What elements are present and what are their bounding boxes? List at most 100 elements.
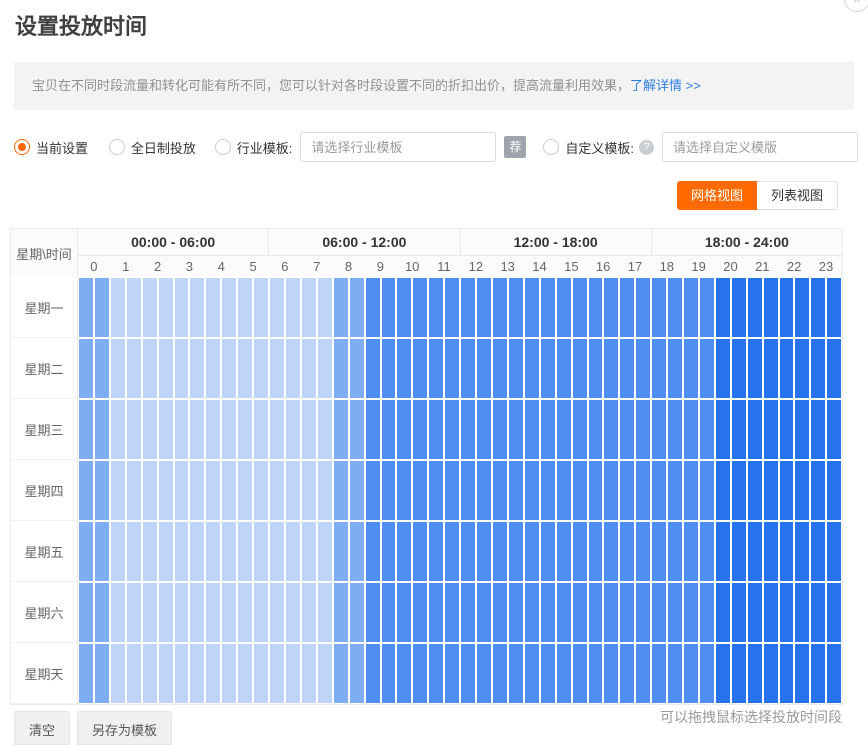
time-cell[interactable] xyxy=(301,461,316,520)
time-cell[interactable] xyxy=(461,278,476,337)
time-cell[interactable] xyxy=(381,339,396,398)
time-cell[interactable] xyxy=(699,461,714,520)
time-cell[interactable] xyxy=(317,583,332,642)
time-cell[interactable] xyxy=(94,583,109,642)
option-custom-template[interactable]: 自定义模板: xyxy=(543,138,634,157)
time-cell[interactable] xyxy=(620,461,635,520)
time-cell[interactable] xyxy=(684,644,698,703)
time-cell[interactable] xyxy=(333,400,348,459)
time-cell[interactable] xyxy=(572,522,587,581)
clear-button[interactable]: 清空 xyxy=(14,711,71,745)
time-cell[interactable] xyxy=(636,522,651,581)
time-cell[interactable] xyxy=(174,339,189,398)
time-cell[interactable] xyxy=(795,339,810,398)
time-cell[interactable] xyxy=(110,522,125,581)
time-cell[interactable] xyxy=(524,278,539,337)
time-cell[interactable] xyxy=(620,400,635,459)
time-cell[interactable] xyxy=(285,461,300,520)
time-cell[interactable] xyxy=(668,461,683,520)
help-icon[interactable]: ? xyxy=(639,139,654,155)
time-cell[interactable] xyxy=(540,400,555,459)
time-cell[interactable] xyxy=(715,278,730,337)
time-cell[interactable] xyxy=(604,644,619,703)
time-cell[interactable] xyxy=(238,583,253,642)
time-cell[interactable] xyxy=(333,522,348,581)
time-cell[interactable] xyxy=(79,644,93,703)
time-cell[interactable] xyxy=(206,400,221,459)
time-cell[interactable] xyxy=(540,339,555,398)
radio-custom-template[interactable] xyxy=(543,139,560,155)
time-cell[interactable] xyxy=(668,278,683,337)
time-cell[interactable] xyxy=(540,644,555,703)
time-cell[interactable] xyxy=(747,339,762,398)
time-cell[interactable] xyxy=(524,522,539,581)
time-cell[interactable] xyxy=(652,644,667,703)
time-cell[interactable] xyxy=(508,339,523,398)
time-cell[interactable] xyxy=(652,400,667,459)
time-cell[interactable] xyxy=(715,644,730,703)
time-cell[interactable] xyxy=(572,400,587,459)
time-cell[interactable] xyxy=(508,278,523,337)
time-cell[interactable] xyxy=(381,644,396,703)
time-cell[interactable] xyxy=(94,522,109,581)
time-cell[interactable] xyxy=(652,339,667,398)
time-cell[interactable] xyxy=(684,522,698,581)
time-cell[interactable] xyxy=(731,278,746,337)
time-cell[interactable] xyxy=(349,461,364,520)
time-cell[interactable] xyxy=(604,522,619,581)
time-cell[interactable] xyxy=(190,278,205,337)
time-cell[interactable] xyxy=(588,278,603,337)
time-cell[interactable] xyxy=(477,461,491,520)
time-cell[interactable] xyxy=(79,278,93,337)
time-cell[interactable] xyxy=(349,522,364,581)
time-cell[interactable] xyxy=(747,278,762,337)
time-cell[interactable] xyxy=(142,278,157,337)
time-cell[interactable] xyxy=(811,583,826,642)
time-cell[interactable] xyxy=(652,522,667,581)
time-cell[interactable] xyxy=(795,278,810,337)
time-cell[interactable] xyxy=(254,278,269,337)
time-cell[interactable] xyxy=(445,583,460,642)
time-cell[interactable] xyxy=(317,522,332,581)
time-cell[interactable] xyxy=(636,278,651,337)
time-cell[interactable] xyxy=(731,583,746,642)
time-cell[interactable] xyxy=(731,644,746,703)
time-cell[interactable] xyxy=(429,522,444,581)
time-cell[interactable] xyxy=(397,461,412,520)
time-cell[interactable] xyxy=(715,339,730,398)
time-cell[interactable] xyxy=(110,583,125,642)
time-cell[interactable] xyxy=(126,339,141,398)
time-cell[interactable] xyxy=(397,278,412,337)
time-cell[interactable] xyxy=(540,522,555,581)
time-cell[interactable] xyxy=(731,461,746,520)
time-cell[interactable] xyxy=(461,339,476,398)
time-cell[interactable] xyxy=(604,339,619,398)
time-cell[interactable] xyxy=(174,278,189,337)
time-cell[interactable] xyxy=(524,583,539,642)
time-cell[interactable] xyxy=(142,461,157,520)
time-cell[interactable] xyxy=(445,644,460,703)
time-cell[interactable] xyxy=(620,522,635,581)
time-cell[interactable] xyxy=(524,339,539,398)
time-cell[interactable] xyxy=(636,339,651,398)
time-cell[interactable] xyxy=(349,400,364,459)
time-cell[interactable] xyxy=(763,644,778,703)
time-cell[interactable] xyxy=(795,644,810,703)
time-cell[interactable] xyxy=(588,644,603,703)
time-cell[interactable] xyxy=(811,400,826,459)
time-cell[interactable] xyxy=(238,339,253,398)
time-cell[interactable] xyxy=(540,583,555,642)
time-cell[interactable] xyxy=(158,583,173,642)
time-cell[interactable] xyxy=(731,339,746,398)
time-cell[interactable] xyxy=(158,522,173,581)
time-cell[interactable] xyxy=(699,278,714,337)
time-cell[interactable] xyxy=(556,278,571,337)
time-cell[interactable] xyxy=(301,339,316,398)
time-cell[interactable] xyxy=(715,583,730,642)
time-cell[interactable] xyxy=(254,339,269,398)
time-cell[interactable] xyxy=(110,644,125,703)
time-cell[interactable] xyxy=(285,522,300,581)
time-cell[interactable] xyxy=(699,339,714,398)
time-cell[interactable] xyxy=(524,644,539,703)
time-cell[interactable] xyxy=(699,644,714,703)
